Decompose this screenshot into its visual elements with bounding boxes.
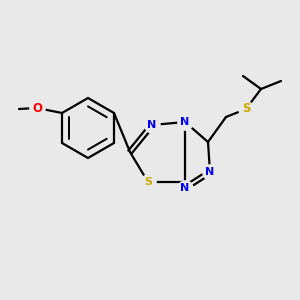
Text: S: S [144,177,152,187]
Text: N: N [147,120,157,130]
Text: N: N [180,183,190,193]
Text: S: S [242,103,250,116]
Text: O: O [32,101,42,115]
Text: N: N [180,117,190,127]
Text: N: N [206,167,214,177]
